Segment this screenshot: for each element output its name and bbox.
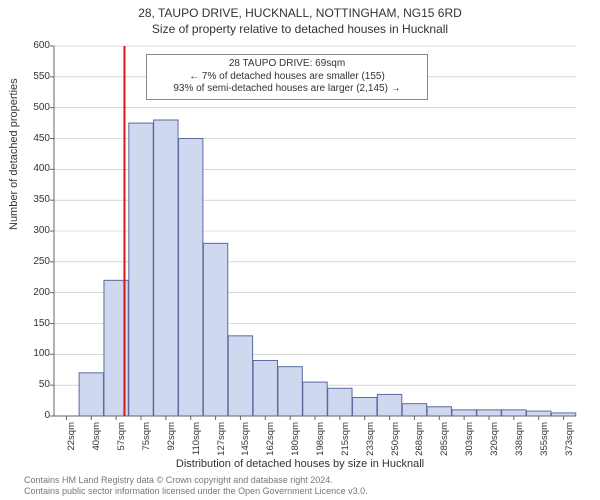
- x-tick-label: 338sqm: [514, 422, 525, 462]
- y-tick-label: 50: [22, 379, 50, 390]
- x-tick-label: 127sqm: [216, 422, 227, 462]
- y-tick-label: 400: [22, 163, 50, 174]
- x-tick-label: 22sqm: [66, 422, 77, 462]
- x-tick-label: 198sqm: [315, 422, 326, 462]
- x-tick-label: 215sqm: [340, 422, 351, 462]
- x-tick-label: 92sqm: [166, 422, 177, 462]
- page-title-line1: 28, TAUPO DRIVE, HUCKNALL, NOTTINGHAM, N…: [0, 6, 600, 20]
- y-tick-label: 450: [22, 133, 50, 144]
- annotation-box: 28 TAUPO DRIVE: 69sqm ← 7% of detached h…: [146, 54, 428, 100]
- x-tick-label: 250sqm: [390, 422, 401, 462]
- page-title-line2: Size of property relative to detached ho…: [0, 22, 600, 36]
- y-tick-label: 150: [22, 318, 50, 329]
- x-tick-label: 303sqm: [464, 422, 475, 462]
- x-tick-label: 162sqm: [265, 422, 276, 462]
- y-tick-label: 100: [22, 348, 50, 359]
- annotation-line1: 28 TAUPO DRIVE: 69sqm: [153, 58, 421, 71]
- x-tick-label: 268sqm: [414, 422, 425, 462]
- x-tick-label: 40sqm: [91, 422, 102, 462]
- x-tick-label: 180sqm: [290, 422, 301, 462]
- annotation-line3: 93% of semi-detached houses are larger (…: [153, 83, 421, 96]
- x-tick-label: 75sqm: [141, 422, 152, 462]
- y-tick-label: 350: [22, 194, 50, 205]
- annotation-line2: ← 7% of detached houses are smaller (155…: [153, 71, 421, 84]
- y-tick-label: 300: [22, 225, 50, 236]
- y-tick-label: 250: [22, 256, 50, 267]
- y-axis-label: Number of detached properties: [8, 78, 20, 230]
- footer-line1: Contains HM Land Registry data © Crown c…: [24, 475, 368, 486]
- x-tick-label: 233sqm: [365, 422, 376, 462]
- histogram-plot: [54, 46, 576, 416]
- footer-attribution: Contains HM Land Registry data © Crown c…: [24, 475, 368, 497]
- x-tick-label: 320sqm: [489, 422, 500, 462]
- x-tick-label: 57sqm: [116, 422, 127, 462]
- y-tick-label: 600: [22, 40, 50, 51]
- x-tick-label: 355sqm: [539, 422, 550, 462]
- x-tick-label: 145sqm: [240, 422, 251, 462]
- y-tick-label: 550: [22, 71, 50, 82]
- x-tick-label: 110sqm: [191, 422, 202, 462]
- footer-line2: Contains public sector information licen…: [24, 486, 368, 497]
- x-tick-label: 373sqm: [564, 422, 575, 462]
- y-tick-label: 200: [22, 287, 50, 298]
- chart-area: 28 TAUPO DRIVE: 69sqm ← 7% of detached h…: [54, 46, 576, 416]
- x-tick-label: 285sqm: [439, 422, 450, 462]
- y-tick-label: 500: [22, 102, 50, 113]
- y-tick-label: 0: [22, 410, 50, 421]
